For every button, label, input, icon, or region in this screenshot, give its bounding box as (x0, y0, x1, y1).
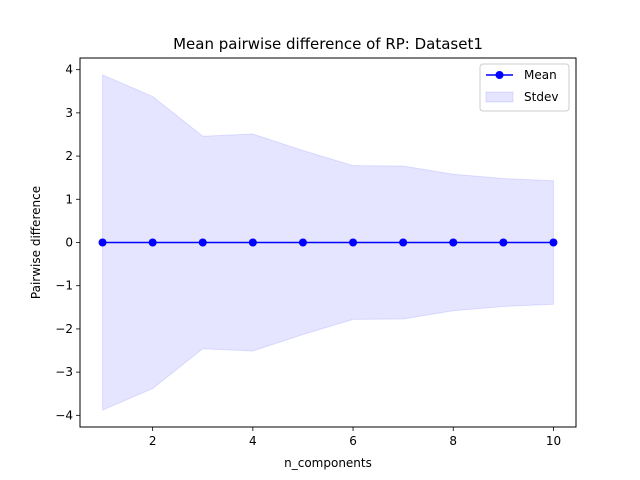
mean-point (349, 238, 358, 247)
y-tick-label: −4 (55, 408, 73, 422)
y-tick-label: 3 (65, 106, 73, 120)
mean-point (248, 238, 257, 247)
y-axis-label: Pairwise difference (29, 186, 43, 299)
x-tick-label: 4 (249, 434, 257, 448)
y-tick-label: −3 (55, 365, 73, 379)
y-tick-label: 2 (65, 149, 73, 163)
legend-stdev-label: Stdev (524, 90, 558, 104)
x-tick-label: 6 (349, 434, 357, 448)
mean-point (98, 238, 107, 247)
mean-point (499, 238, 508, 247)
mean-point (449, 238, 458, 247)
y-tick-label: 4 (65, 63, 73, 77)
legend-mean-marker (495, 71, 504, 79)
x-axis-label: n_components (284, 456, 372, 470)
y-tick-label: −2 (55, 322, 73, 336)
y-tick-label: 0 (65, 236, 73, 250)
x-axis: 2 4 6 8 10 (149, 427, 561, 448)
mean-point (399, 238, 408, 247)
chart-title: Mean pairwise difference of RP: Dataset1 (173, 35, 483, 53)
legend: Mean Stdev (479, 63, 570, 112)
legend-stdev-swatch (485, 91, 514, 103)
y-axis: −4 −3 −2 −1 0 1 2 3 4 (55, 63, 80, 422)
x-tick-label: 2 (149, 434, 157, 448)
mean-point (549, 238, 558, 247)
x-tick-label: 10 (546, 434, 561, 448)
y-tick-label: −1 (55, 279, 73, 293)
x-tick-label: 8 (449, 434, 457, 448)
legend-mean-label: Mean (524, 68, 557, 82)
plot-area (98, 74, 558, 411)
y-tick-label: 1 (65, 192, 73, 206)
mean-point (198, 238, 207, 247)
mean-point (148, 238, 157, 247)
mean-point (298, 238, 307, 247)
